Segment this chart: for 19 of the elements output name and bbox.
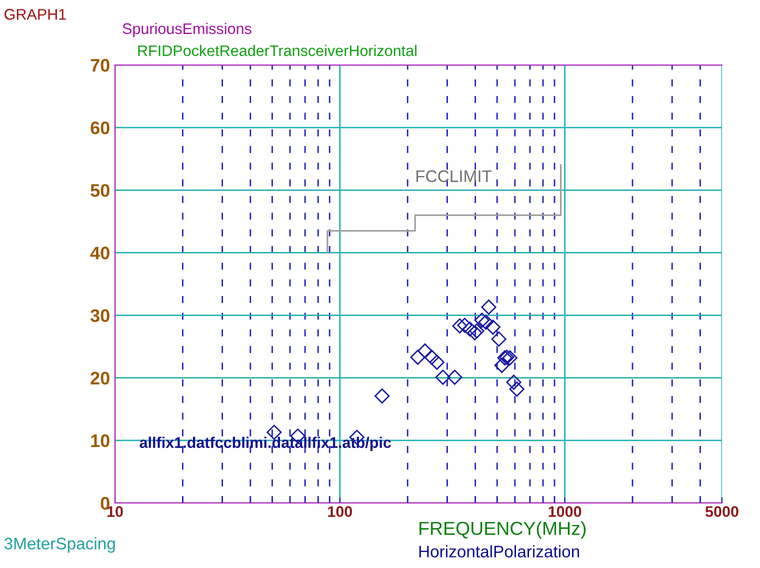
chart-title: SpuriousEmissions <box>122 22 252 38</box>
y-tick-label: 70 <box>90 58 110 72</box>
y-tick-label: 50 <box>90 184 110 197</box>
series-label: FCCLIMIT <box>416 170 492 182</box>
y-tick-label: 40 <box>90 246 110 260</box>
x-tick-label: 100 <box>328 506 352 517</box>
chart-subtitle: RFIDPocketReaderTransceiverHorizontal <box>138 44 416 56</box>
y-tick-label: 20 <box>90 372 110 385</box>
y-tick-label: 0 <box>100 496 110 510</box>
x-tick-label: 1000 <box>548 506 582 517</box>
x-tick-label: 5000 <box>705 506 738 517</box>
caption: GRAPH1 <box>4 8 66 20</box>
y-tick-label: 30 <box>90 309 110 322</box>
y-tick-label: 60 <box>90 122 110 134</box>
x-axis-title: FREQUENCY(MHz) <box>420 521 586 539</box>
text: 3MeterSpacing <box>4 537 115 553</box>
y-tick-label: 10 <box>91 434 110 448</box>
text: HorizontalPolarization <box>419 545 580 558</box>
x-tick-label: 10 <box>107 506 123 517</box>
